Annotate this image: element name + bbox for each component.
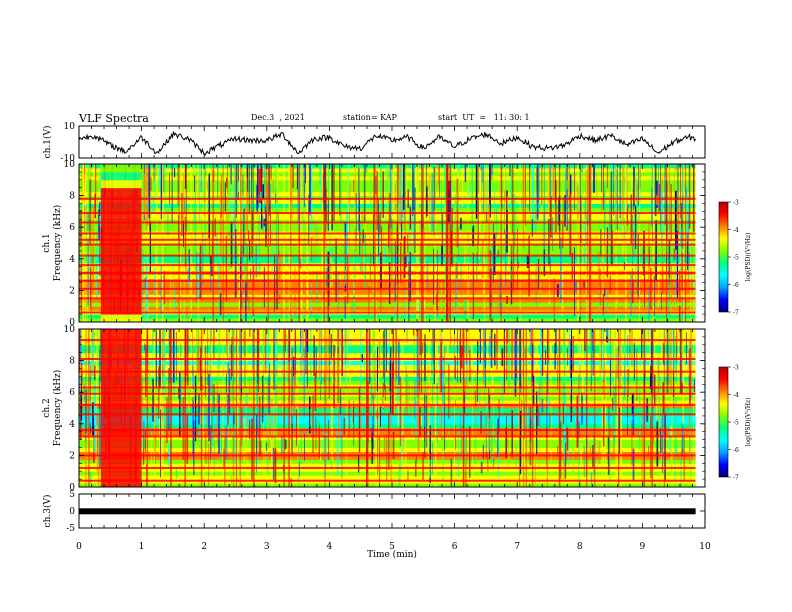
ch2-spectrogram-ylabel-line2: Frequency (kHz) [52, 370, 63, 447]
date-label: Dec.3 , 2021 [251, 113, 305, 122]
ch1-spectrogram-ylabel-line1: ch.1 [42, 233, 52, 252]
time-tick-label: 7 [514, 542, 520, 552]
time-tick-label: 9 [640, 542, 646, 552]
ch1-ytick: -10 [61, 154, 76, 164]
ch2-colorbar-tick: -7 [733, 475, 739, 482]
ch1-colorbar-tick: -3 [733, 200, 739, 207]
ch1-colorbar [718, 201, 729, 313]
station-label: station= KAP [343, 113, 397, 122]
time-tick-label: 0 [76, 542, 82, 552]
ch1-freq-ytick: 0 [69, 318, 75, 328]
time-tick-label: 6 [452, 542, 458, 552]
ch3-ytick: 5 [69, 490, 75, 500]
ch3-waveform-ylabel: ch.3(V) [42, 495, 53, 528]
time-tick-label: 8 [577, 542, 583, 552]
ch1-freq-ytick: 10 [64, 160, 76, 170]
ch1-freq-ytick: 6 [69, 223, 75, 233]
ch2-freq-ytick: 2 [69, 451, 75, 461]
chart-title: VLF Spectra [79, 112, 149, 125]
ch2-freq-ytick: 0 [69, 483, 75, 493]
ch1-freq-ytick: 4 [69, 255, 75, 265]
time-tick-label: 4 [327, 542, 333, 552]
ch2-freq-ytick: 8 [69, 357, 75, 367]
ch1-freq-ytick: 8 [69, 192, 75, 202]
ch2-colorbar-tick: -4 [733, 392, 739, 399]
start-time-label: start UT = 11: 30: 1 [438, 113, 530, 122]
ch1-colorbar-label: log(PSD)(V²/Hz) [745, 233, 752, 282]
ch1-colorbar-tick: -6 [733, 282, 739, 289]
ch2-freq-ytick: 10 [64, 325, 76, 335]
ch2-colorbar-tick: -6 [733, 447, 739, 454]
time-tick-label: 5 [389, 542, 395, 552]
ch2-colorbar-tick: -5 [733, 420, 739, 427]
ch1-colorbar-tick: -7 [733, 310, 739, 317]
ch2-colorbar-label: log(PSD)(V²/Hz) [745, 398, 752, 447]
ch1-colorbar-tick: -4 [733, 227, 739, 234]
ch1-ytick: 10 [64, 122, 76, 132]
x-axis-label: Time (min) [367, 549, 417, 560]
ch1-waveform-ylabel: ch.1(V) [42, 126, 53, 159]
ch1-trace [78, 131, 697, 156]
ch2-freq-ytick: 6 [69, 388, 75, 398]
time-tick-label: 3 [264, 542, 270, 552]
time-tick-label: 2 [201, 542, 207, 552]
ch1-colorbar-tick: -5 [733, 255, 739, 262]
ch2-colorbar [718, 366, 729, 478]
ch2-freq-ytick: 4 [69, 420, 75, 430]
time-tick-label: 1 [139, 542, 145, 552]
ch3-trace [79, 508, 696, 515]
ch1-spectrogram-ylabel-line2: Frequency (kHz) [52, 205, 63, 282]
ch1-spectrogram [79, 164, 705, 322]
ch2-spectrogram-ylabel-line1: ch.2 [42, 398, 52, 417]
ch3-ytick: 0 [69, 507, 75, 517]
ch3-ytick: -5 [66, 524, 75, 534]
time-tick-label: 10 [699, 542, 711, 552]
ch2-colorbar-tick: -3 [733, 365, 739, 372]
ch1-freq-ytick: 2 [69, 286, 75, 296]
ch2-spectrogram [79, 329, 705, 487]
